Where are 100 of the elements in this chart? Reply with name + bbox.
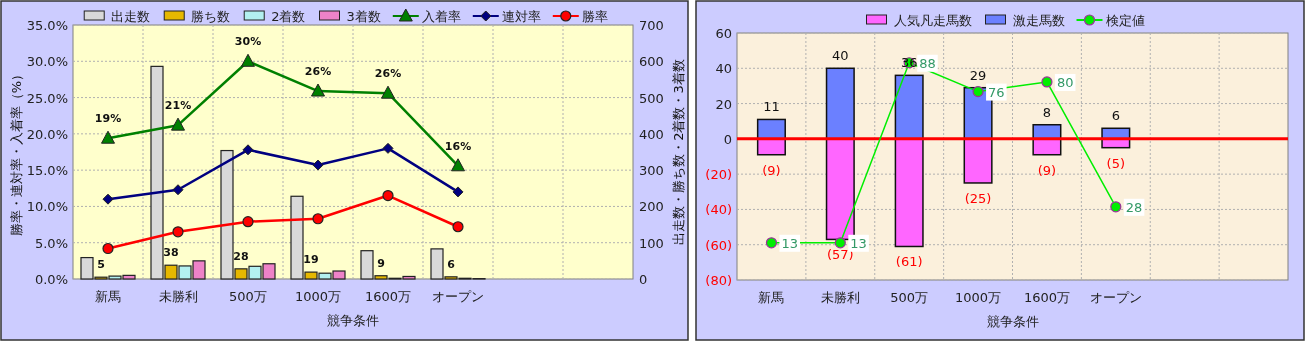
point bbox=[242, 144, 254, 156]
y-tick-label: 0.0% bbox=[34, 272, 68, 287]
data-label: 5 bbox=[97, 258, 105, 272]
data-label: 19% bbox=[94, 112, 122, 126]
data-label: 9 bbox=[377, 256, 385, 270]
data-label: 16% bbox=[444, 139, 472, 153]
y-tick-label: (60) bbox=[705, 237, 732, 253]
x-tick-label: オープン bbox=[1089, 290, 1142, 305]
point bbox=[171, 117, 185, 131]
bar bbox=[825, 138, 855, 241]
data-label: 40 bbox=[832, 48, 849, 64]
y-tick-label: 0 bbox=[723, 131, 732, 147]
data-label: 26% bbox=[374, 67, 402, 81]
x-tick-label: 新馬 bbox=[95, 289, 121, 304]
y2-tick-label: 700 bbox=[639, 18, 664, 33]
point bbox=[451, 158, 465, 172]
data-label: 29 bbox=[969, 67, 987, 83]
legend-label: 2着数 bbox=[271, 9, 306, 24]
x-axis-title: 競争条件 bbox=[327, 313, 379, 328]
legend-label: 出走数 bbox=[111, 9, 151, 24]
legend-label: 勝率 bbox=[581, 9, 608, 24]
x-axis-title: 競争条件 bbox=[986, 314, 1039, 329]
y2-tick-label: 300 bbox=[639, 163, 664, 179]
data-label: 19 bbox=[303, 253, 319, 267]
x-tick-label: 500万 bbox=[229, 289, 267, 304]
y2-tick-label: 500 bbox=[639, 90, 664, 106]
point bbox=[242, 216, 254, 228]
data-label: (61) bbox=[895, 254, 923, 270]
point bbox=[1041, 76, 1053, 88]
point bbox=[312, 213, 324, 225]
point bbox=[382, 189, 394, 202]
point bbox=[452, 186, 464, 198]
point bbox=[102, 242, 114, 255]
data-label: 38 bbox=[163, 246, 179, 260]
data-label: (5) bbox=[1106, 155, 1126, 171]
data-label: 28 bbox=[1125, 199, 1143, 215]
bar bbox=[825, 67, 855, 140]
point bbox=[311, 83, 325, 97]
point bbox=[241, 53, 255, 67]
data-label: 30% bbox=[234, 35, 262, 49]
x-tick-label: オープン bbox=[432, 289, 484, 304]
x-tick-label: 1600万 bbox=[364, 289, 412, 304]
y-tick-label: (20) bbox=[705, 167, 732, 183]
point bbox=[765, 237, 778, 249]
data-label: 21% bbox=[164, 99, 192, 113]
legend-label: 検定値 bbox=[1105, 13, 1145, 28]
y-tick-label: (80) bbox=[705, 273, 732, 288]
point bbox=[101, 130, 115, 144]
legend-label: 連対率 bbox=[501, 9, 541, 24]
y-axis-title: 勝率・連対率・入着率（%） bbox=[9, 67, 24, 237]
x-tick-label: 1600万 bbox=[1023, 290, 1070, 305]
y2-tick-label: 400 bbox=[639, 126, 664, 142]
point bbox=[1110, 201, 1122, 213]
point bbox=[382, 142, 394, 154]
data-label: 13 bbox=[850, 235, 867, 251]
y-tick-label: 10.0% bbox=[26, 199, 68, 215]
point bbox=[834, 237, 846, 249]
data-label: (9) bbox=[762, 162, 781, 178]
point bbox=[381, 85, 395, 99]
data-label: (9) bbox=[1037, 162, 1057, 178]
data-label: 6 bbox=[447, 257, 456, 271]
x-tick-label: 未勝利 bbox=[820, 290, 860, 305]
x-tick-label: 500万 bbox=[890, 290, 929, 305]
point bbox=[102, 193, 114, 205]
y-tick-label: 30.0% bbox=[26, 54, 68, 70]
bar bbox=[963, 138, 993, 184]
data-label: 26% bbox=[304, 65, 332, 79]
x-tick-label: 未勝利 bbox=[158, 289, 198, 304]
legend-label: 入着率 bbox=[421, 9, 461, 24]
data-label: 80 bbox=[1056, 74, 1074, 90]
y-tick-label: 60 bbox=[715, 26, 732, 41]
point bbox=[452, 221, 464, 233]
data-label: 13 bbox=[781, 235, 798, 251]
legend-label: 3着数 bbox=[346, 9, 381, 24]
data-label: 28 bbox=[233, 249, 249, 263]
y-tick-label: 15.0% bbox=[26, 163, 68, 179]
data-label: 6 bbox=[1111, 108, 1120, 124]
y-tick-label: 20 bbox=[715, 96, 732, 112]
y2-tick-label: 200 bbox=[639, 199, 664, 215]
x-tick-label: 1000万 bbox=[294, 289, 342, 304]
point bbox=[312, 159, 324, 171]
y-tick-label: 5.0% bbox=[34, 235, 68, 251]
bar bbox=[894, 74, 924, 140]
legend-label: 勝ち数 bbox=[191, 9, 231, 24]
point bbox=[172, 184, 184, 196]
bar bbox=[894, 138, 924, 248]
data-label: 88 bbox=[919, 55, 936, 71]
y-tick-label: 20.0% bbox=[26, 126, 68, 142]
x-tick-label: 1000万 bbox=[955, 290, 1002, 305]
data-label: 8 bbox=[1042, 104, 1052, 120]
y2-tick-label: 100 bbox=[639, 235, 664, 251]
data-label: 11 bbox=[763, 99, 780, 115]
point bbox=[172, 226, 184, 238]
data-label: (25) bbox=[964, 190, 992, 206]
y2-axis-title: 出走数・勝ち数・2着数・3着数 bbox=[671, 59, 686, 245]
x-tick-label: 新馬 bbox=[758, 290, 785, 305]
y-tick-label: 35.0% bbox=[26, 18, 68, 33]
legend-label: 激走馬数 bbox=[1012, 13, 1065, 28]
y2-tick-label: 600 bbox=[639, 54, 664, 70]
y-tick-label: 40 bbox=[715, 61, 732, 77]
